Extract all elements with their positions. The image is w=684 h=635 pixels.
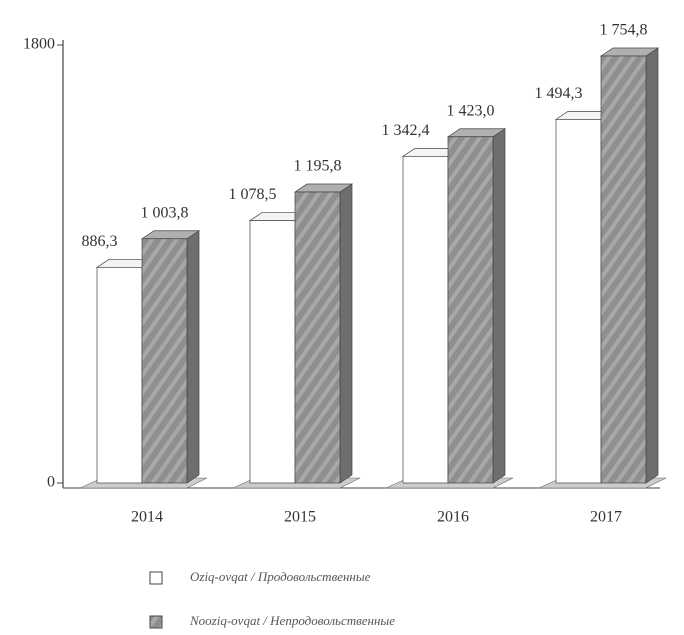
value-label: 1 754,8 xyxy=(600,22,648,39)
legend-label: Oziq-ovqat / Продовольственные xyxy=(190,569,371,584)
y-tick-label: 0 xyxy=(47,474,55,491)
x-tick-label: 2016 xyxy=(437,509,469,526)
x-tick-label: 2014 xyxy=(131,509,163,526)
bar xyxy=(555,119,602,484)
value-label: 1 003,8 xyxy=(141,204,189,221)
bar-side xyxy=(492,128,506,484)
value-label: 1 078,5 xyxy=(229,186,277,203)
bar xyxy=(402,155,449,484)
bar-side xyxy=(186,230,200,484)
value-label: 1 195,8 xyxy=(294,158,342,175)
value-label: 1 342,4 xyxy=(382,122,430,139)
legend-swatch xyxy=(149,571,163,585)
bar xyxy=(447,136,494,484)
bar-side xyxy=(645,47,659,484)
x-tick-label: 2015 xyxy=(284,509,316,526)
value-label: 886,3 xyxy=(82,233,118,250)
bar xyxy=(294,191,341,484)
y-tick-label: 1800 xyxy=(23,36,55,53)
value-label: 1 494,3 xyxy=(535,85,583,102)
legend-swatch xyxy=(149,615,163,629)
bar xyxy=(96,266,143,484)
bar xyxy=(249,220,296,484)
value-label: 1 423,0 xyxy=(447,102,495,119)
x-tick-label: 2017 xyxy=(590,509,622,526)
bar xyxy=(141,238,188,484)
legend-label: Nooziq-ovqat / Непродовольственные xyxy=(189,613,395,628)
bar xyxy=(600,55,647,484)
bar-side xyxy=(339,183,353,484)
